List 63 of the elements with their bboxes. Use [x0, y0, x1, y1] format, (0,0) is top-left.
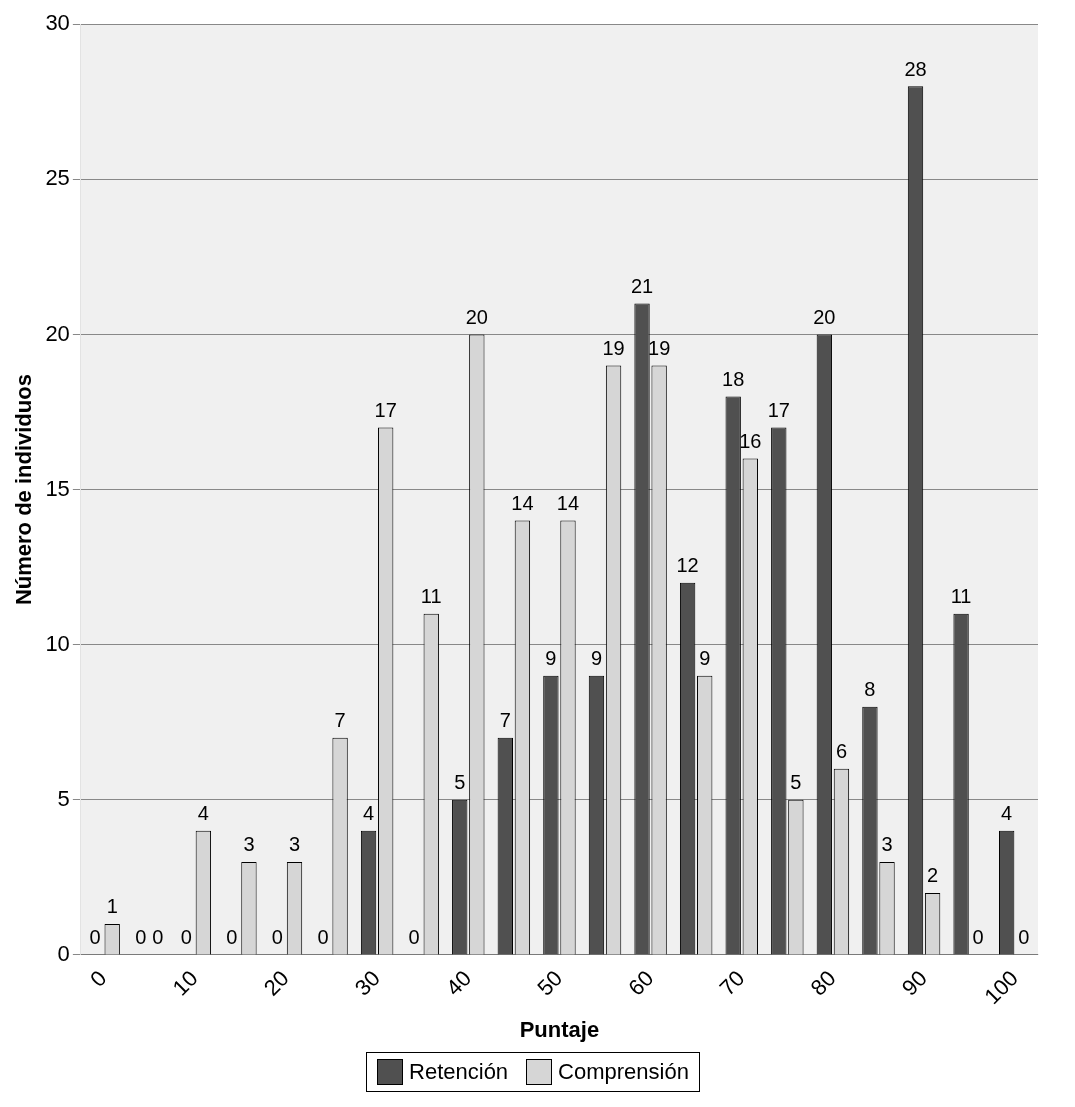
x-tick-label: 50	[532, 965, 568, 1001]
x-tick-label: 60	[623, 965, 659, 1001]
data-label: 12	[676, 554, 699, 577]
data-label: 19	[648, 337, 671, 359]
legend-label: Comprensión	[558, 1059, 689, 1085]
data-label: 6	[835, 740, 848, 763]
data-label: 2	[927, 864, 939, 887]
data-label: 0	[271, 926, 283, 949]
data-label: 20	[813, 305, 836, 328]
x-tick-label: 70	[714, 965, 750, 1001]
data-label: 3	[243, 833, 255, 856]
data-label: 17	[374, 399, 397, 422]
x-tick-label: 10	[167, 965, 203, 1001]
data-label: 0	[1018, 926, 1030, 949]
data-label: 18	[722, 368, 745, 391]
y-tick-label: 30	[45, 10, 70, 36]
data-label: 4	[1001, 802, 1013, 825]
y-tick-label: 15	[45, 475, 70, 501]
data-label: 0	[152, 926, 164, 949]
data-label: 28	[904, 57, 927, 80]
data-label: 14	[511, 492, 534, 515]
data-label: 7	[499, 709, 511, 732]
data-label: 0	[972, 926, 984, 949]
legend-label: Retención	[409, 1059, 509, 1085]
data-label: 20	[465, 305, 488, 328]
data-label: 3	[881, 833, 893, 856]
data-label: 1	[106, 895, 118, 918]
y-tick-label: 20	[45, 320, 70, 346]
data-label: 8	[864, 678, 876, 701]
data-label: 4	[363, 802, 375, 825]
data-label: 21	[630, 274, 654, 297]
data-label: 5	[790, 771, 802, 794]
x-tick-label: 90	[896, 965, 932, 1001]
data-label: 7	[334, 709, 346, 732]
x-tick-label: 40	[441, 965, 477, 1001]
data-label: 11	[950, 585, 972, 608]
data-label: 0	[180, 926, 192, 949]
y-axis-title: Número de individuos	[11, 374, 37, 606]
data-label: 3	[288, 833, 301, 856]
data-label: 19	[602, 337, 625, 359]
y-tick-label: 0	[57, 941, 70, 967]
data-label: 9	[545, 647, 557, 670]
y-tick-label: 5	[57, 785, 70, 811]
data-label: 5	[454, 771, 466, 794]
x-tick-label: 20	[258, 965, 294, 1001]
x-tick-label: 80	[805, 965, 841, 1001]
data-label: 0	[408, 926, 420, 949]
data-label: 11	[420, 585, 442, 608]
data-label: 0	[89, 926, 101, 949]
data-label: 0	[317, 926, 329, 949]
x-axis-title: Puntaje	[519, 1016, 600, 1042]
x-tick-label: 0	[85, 965, 112, 992]
data-label: 17	[767, 399, 790, 422]
data-label: 0	[226, 926, 238, 949]
data-label: 14	[556, 492, 580, 515]
data-label: 0	[135, 926, 147, 949]
data-label: 4	[197, 802, 209, 825]
data-label: 9	[590, 647, 603, 670]
y-tick-label: 10	[45, 630, 70, 656]
x-tick-label: 30	[349, 965, 385, 1001]
data-label: 9	[699, 647, 711, 670]
y-tick-label: 25	[45, 165, 70, 191]
x-tick-label: 100	[979, 965, 1024, 1010]
